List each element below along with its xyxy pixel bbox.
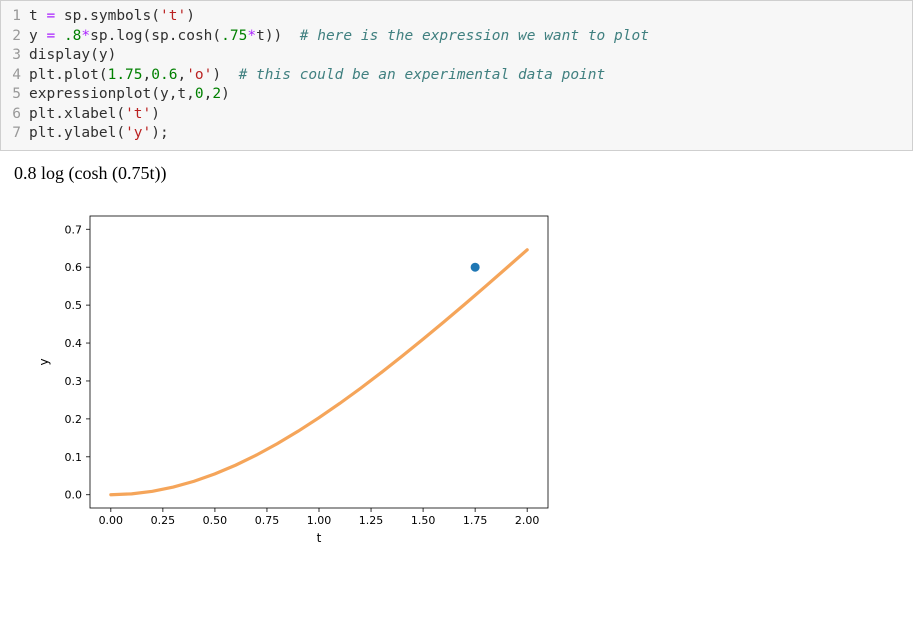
chart-output: 0.00 0.25 0.50 0.75 1.00 1.25 1.50 1.75 2.00 0.0 0… [0,190,913,556]
code-line: 1t = sp.symbols('t') [1,7,912,27]
line-number: 6 [1,105,29,125]
code-line: 3display(y) [1,46,912,66]
code-line: 4plt.plot(1.75,0.6,'o') # this could be … [1,66,912,86]
code-cell: 1t = sp.symbols('t')2y = .8*sp.log(sp.co… [0,0,913,151]
math-output: 0.8 log (cosh (0.75t)) [0,157,913,190]
x-tick-label: 1.75 [463,514,488,527]
code-line: 6plt.xlabel('t') [1,105,912,125]
line-number: 2 [1,27,29,47]
code-content: plt.ylabel('y'); [29,124,169,144]
line-number: 7 [1,124,29,144]
code-line: 7plt.ylabel('y'); [1,124,912,144]
x-tick-label: 1.25 [359,514,384,527]
line-number: 4 [1,66,29,86]
data-point [471,263,480,272]
line-number: 5 [1,85,29,105]
x-tick-label: 2.00 [515,514,540,527]
chart-bg [12,196,572,556]
x-tick-label: 0.75 [255,514,280,527]
x-tick-label: 0.00 [99,514,124,527]
line-chart: 0.00 0.25 0.50 0.75 1.00 1.25 1.50 1.75 2.00 0.0 0… [12,196,572,556]
code-content: display(y) [29,46,116,66]
y-tick-label: 0.2 [65,413,83,426]
x-tick-label: 1.50 [411,514,436,527]
x-tick-label: 0.25 [151,514,176,527]
line-number: 1 [1,7,29,27]
y-tick-label: 0.6 [65,261,83,274]
line-number: 3 [1,46,29,66]
code-content: y = .8*sp.log(sp.cosh(.75*t)) # here is … [29,27,649,47]
y-tick-label: 0.4 [65,337,83,350]
code-content: plt.plot(1.75,0.6,'o') # this could be a… [29,66,605,86]
x-axis-label: t [317,531,322,545]
code-content: plt.xlabel('t') [29,105,160,125]
x-tick-label: 0.50 [203,514,228,527]
code-line: 2y = .8*sp.log(sp.cosh(.75*t)) # here is… [1,27,912,47]
y-tick-label: 0.5 [65,299,83,312]
y-tick-label: 0.7 [65,223,83,236]
math-expression: 0.8 log (cosh (0.75t)) [14,163,166,183]
y-tick-label: 0.1 [65,451,83,464]
y-tick-label: 0.3 [65,375,83,388]
code-line: 5expressionplot(y,t,0,2) [1,85,912,105]
y-tick-label: 0.0 [65,489,83,502]
code-content: expressionplot(y,t,0,2) [29,85,230,105]
x-tick-label: 1.00 [307,514,332,527]
code-content: t = sp.symbols('t') [29,7,195,27]
y-axis-label: y [37,358,51,365]
